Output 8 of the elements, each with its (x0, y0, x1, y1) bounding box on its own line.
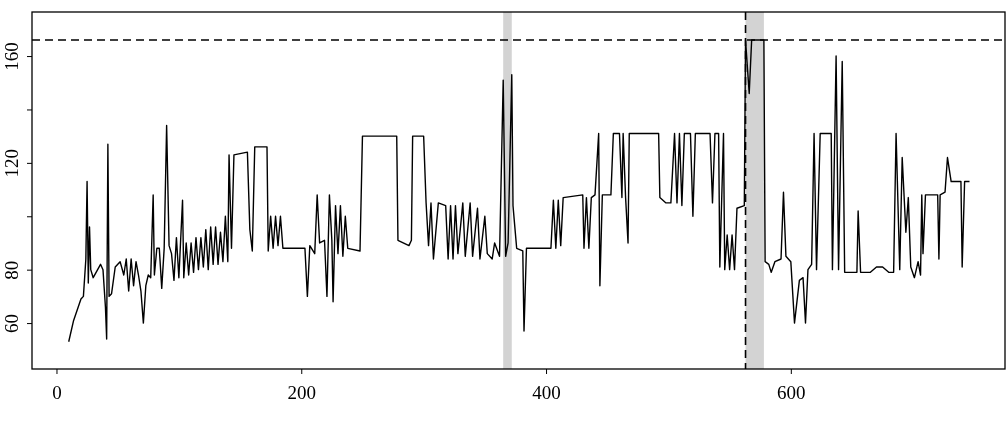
x-tick-label: 0 (52, 382, 62, 404)
y-tick-label: 60 (1, 314, 22, 334)
y-tick-label: 160 (1, 42, 22, 71)
x-tick-label: 200 (287, 382, 317, 404)
y-tick-label: 120 (1, 149, 22, 178)
y-tick-label: 80 (1, 260, 22, 280)
x-tick-label: 600 (777, 382, 806, 404)
x-tick-label: 400 (532, 382, 561, 404)
